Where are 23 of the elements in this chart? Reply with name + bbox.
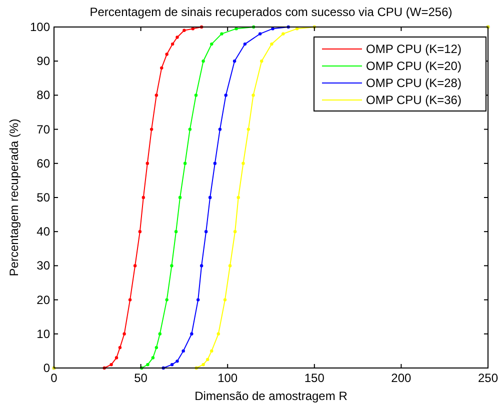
y-tick-label: 50 — [36, 190, 50, 204]
x-tick-label: 200 — [391, 371, 412, 385]
y-tick-label: 20 — [36, 292, 50, 307]
legend-label: OMP CPU (K=20) — [366, 59, 462, 73]
legend-label: OMP CPU (K=12) — [366, 42, 462, 56]
chart-title: Percentagem de sinais recuperados com sucesso via CPU (W=256) — [90, 5, 452, 19]
y-tick-label: 90 — [36, 54, 50, 68]
y-tick-label: 100 — [30, 20, 50, 34]
x-tick-label: 150 — [304, 371, 325, 385]
x-axis-title: Dimensão de amostragem R — [194, 389, 348, 403]
x-tick-label: 50 — [134, 371, 148, 385]
legend-label: OMP CPU (K=28) — [366, 76, 462, 90]
y-tick-label: 80 — [36, 88, 50, 102]
y-tick-label: 70 — [36, 122, 50, 136]
y-tick-label: 60 — [36, 156, 50, 170]
x-tick-label: 250 — [478, 371, 498, 385]
x-tick-label: 100 — [218, 371, 238, 385]
y-tick-label: 10 — [36, 326, 50, 341]
y-tick-label: 0 — [43, 361, 50, 375]
y-tick-label: 40 — [36, 224, 50, 239]
y-tick-label: 30 — [36, 258, 50, 273]
legend-label: OMP CPU (K=36) — [366, 93, 462, 107]
y-axis-title: Percentagem recuperada (%) — [7, 118, 21, 276]
